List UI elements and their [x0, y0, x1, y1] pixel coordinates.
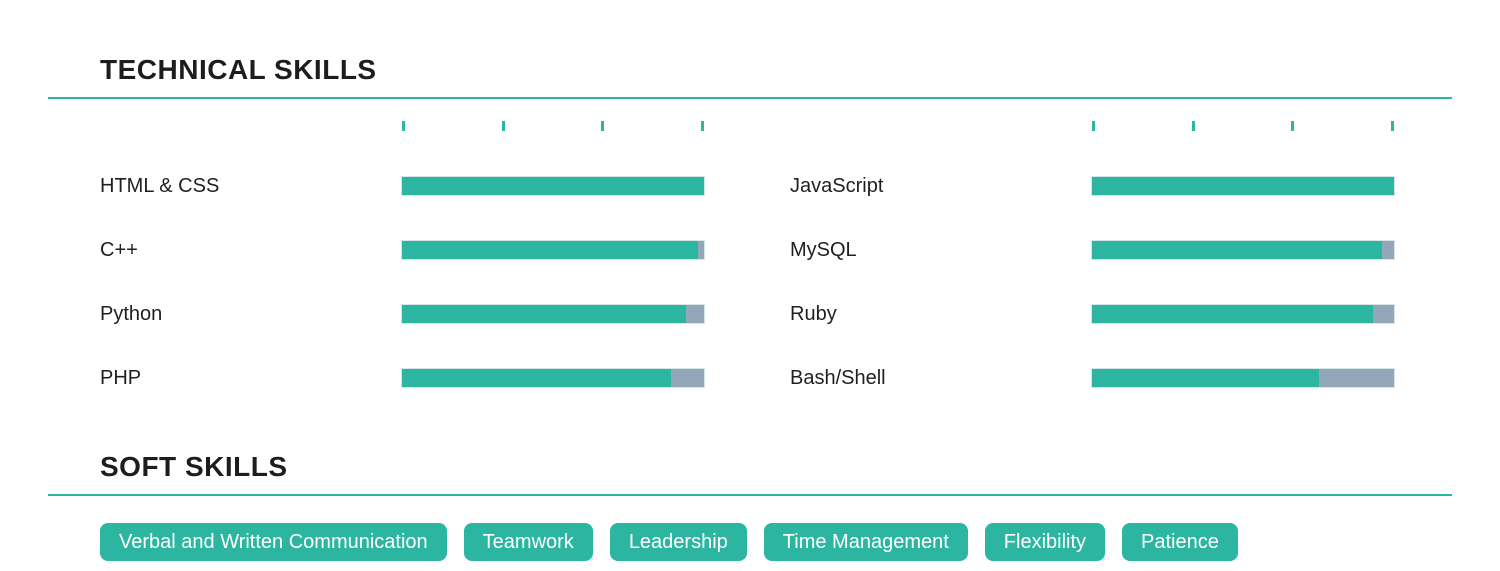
skills-column-left: HTML & CSS C++ Python PHP — [100, 121, 704, 389]
bar-scale-ticks — [1092, 121, 1394, 131]
skill-bar-fill — [1092, 241, 1382, 259]
skill-label: MySQL — [790, 239, 857, 261]
scale-tick-mark — [1092, 121, 1095, 131]
skill-bar-track — [402, 241, 704, 259]
scale-tick-mark — [501, 121, 505, 131]
skill-bar-fill — [402, 177, 704, 195]
skill-row: HTML & CSS — [100, 175, 704, 197]
skill-bar-track — [1092, 369, 1394, 387]
skill-bar-fill — [1092, 369, 1319, 387]
skill-label: Ruby — [790, 303, 837, 325]
scale-tick-mark — [1291, 121, 1295, 131]
soft-skill-pill: Leadership — [609, 523, 747, 561]
skill-bar-fill — [1092, 305, 1373, 323]
soft-skills-pills-row: Verbal and Written Communication Teamwork… — [100, 523, 1500, 561]
skill-bar-track — [1092, 241, 1394, 259]
skill-bar-fill — [402, 369, 671, 387]
skills-column-right: JavaScript MySQL Ruby Bash/Shell — [790, 121, 1394, 389]
technical-skills-header-rule: TECHNICAL SKILLS — [48, 0, 1452, 99]
soft-skills-header-rule: SOFT SKILLS — [48, 387, 1452, 496]
skill-bar-track — [1092, 177, 1394, 195]
skill-row: MySQL — [790, 239, 1394, 261]
soft-skill-pill: Flexibility — [984, 523, 1106, 561]
skill-label: C++ — [100, 239, 138, 261]
skill-row: PHP — [100, 367, 704, 389]
skill-bar-track — [402, 177, 704, 195]
bar-scale-ticks — [402, 121, 704, 131]
skill-label: PHP — [100, 367, 142, 389]
soft-skill-pill: Time Management — [763, 523, 968, 561]
skill-label: HTML & CSS — [100, 175, 220, 197]
skill-label: JavaScript — [790, 175, 884, 197]
scale-tick-mark — [1390, 121, 1394, 131]
soft-skills-section: SOFT SKILLS Verbal and Written Communica… — [0, 387, 1500, 561]
technical-skills-section: TECHNICAL SKILLS HTML & CSS C++ Python PHP … — [48, 0, 1500, 389]
scale-tick-mark — [1191, 121, 1195, 131]
skill-bar-track — [402, 305, 704, 323]
skill-row: Python — [100, 303, 704, 325]
scale-tick-mark — [402, 121, 405, 131]
skill-row: Ruby — [790, 303, 1394, 325]
skill-row: Bash/Shell — [790, 367, 1394, 389]
skill-row: C++ — [100, 239, 704, 261]
scale-tick-mark — [601, 121, 605, 131]
technical-skills-title: TECHNICAL SKILLS — [100, 54, 377, 85]
skill-label: Python — [100, 303, 163, 325]
skill-row: JavaScript — [790, 175, 1394, 197]
soft-skill-pill: Teamwork — [463, 523, 593, 561]
skill-bar-fill — [402, 241, 698, 259]
skills-grid: HTML & CSS C++ Python PHP JavaScript MySQL Ru… — [100, 121, 1500, 389]
skill-bar-fill — [1092, 177, 1394, 195]
scale-tick-mark — [700, 121, 704, 131]
skill-label: Bash/Shell — [790, 367, 886, 389]
soft-skill-pill: Patience — [1122, 523, 1238, 561]
skill-bar-track — [402, 369, 704, 387]
skill-bar-track — [1092, 305, 1394, 323]
skill-bar-fill — [402, 305, 686, 323]
soft-skills-title: SOFT SKILLS — [100, 451, 288, 482]
soft-skill-pill: Verbal and Written Communication — [100, 523, 447, 561]
